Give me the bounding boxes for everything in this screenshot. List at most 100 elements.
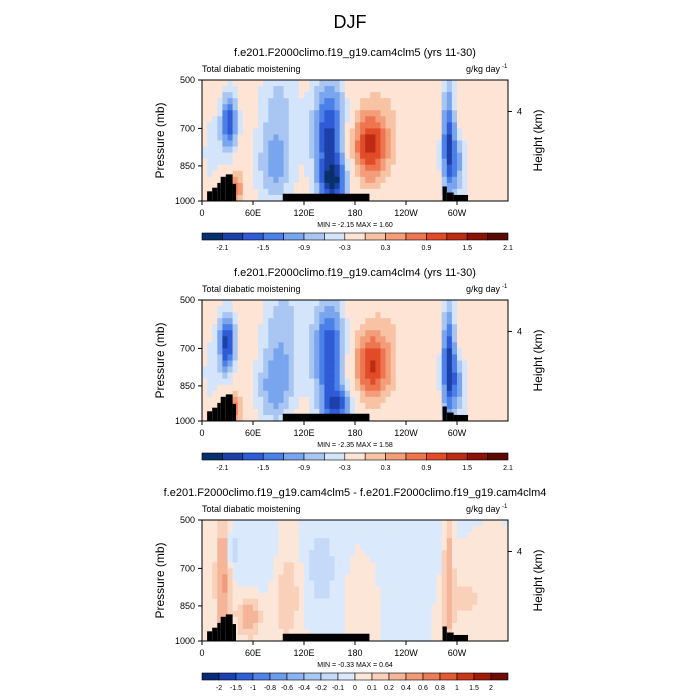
heatmap-cell: [502, 538, 509, 545]
heatmap-cell: [467, 98, 473, 105]
heatmap-cell: [278, 152, 284, 159]
heatmap-cell: [431, 134, 437, 141]
min-max-stats: MIN = -2.15 MAX = 1.60: [317, 222, 393, 229]
heatmap-cell: [441, 580, 448, 587]
heatmap-cell: [349, 152, 356, 159]
heatmap-cell: [344, 604, 351, 612]
heatmap-cell: [273, 414, 279, 422]
heatmap-cell: [293, 146, 300, 153]
heatmap-cell: [467, 336, 473, 343]
heatmap-cell: [360, 348, 366, 355]
heatmap-cell: [207, 110, 213, 117]
heatmap-cell: [472, 140, 478, 147]
heatmap-cell: [319, 128, 325, 135]
heatmap-cell: [227, 568, 233, 575]
heatmap-cell: [237, 170, 244, 178]
heatmap-cell: [217, 306, 223, 313]
heatmap-cell: [482, 188, 488, 196]
heatmap-cell: [431, 604, 437, 612]
heatmap-cell: [370, 550, 376, 557]
heatmap-cell: [263, 92, 269, 99]
heatmap-cell: [477, 378, 483, 385]
heatmap-cell: [360, 336, 366, 343]
heatmap-cell: [411, 396, 417, 404]
heatmap-cell: [385, 628, 391, 636]
heatmap-cell: [304, 408, 310, 416]
heatmap-cell: [502, 318, 509, 325]
heatmap-cell: [457, 182, 463, 190]
heatmap-cell: [380, 532, 386, 539]
heatmap-cell: [497, 568, 504, 575]
heatmap-cell: [497, 628, 504, 636]
heatmap-cell: [467, 318, 473, 325]
heatmap-cell: [360, 164, 366, 172]
heatmap-cell: [329, 628, 335, 636]
heatmap-cell: [349, 306, 356, 313]
heatmap-cell: [278, 360, 284, 367]
heatmap-cell: [385, 176, 391, 184]
heatmap-cell: [436, 140, 442, 147]
heatmap-cell: [298, 622, 305, 630]
heatmap-cell: [472, 568, 478, 575]
heatmap-cell: [232, 80, 238, 87]
heatmap-cell: [227, 158, 233, 165]
heatmap-cell: [406, 598, 412, 605]
heatmap-cell: [329, 122, 335, 129]
heatmap-cell: [339, 562, 346, 569]
heatmap-cell: [314, 544, 320, 551]
heatmap-cell: [232, 520, 238, 527]
heatmap-cell: [446, 92, 453, 99]
heatmap-cell: [385, 110, 391, 117]
heatmap-cell: [390, 568, 397, 575]
heatmap-cell: [319, 562, 325, 569]
heatmap-cell: [436, 390, 442, 398]
heatmap-cell: [375, 622, 381, 630]
heatmap-cell: [293, 384, 300, 392]
heatmap-cell: [268, 532, 274, 539]
heatmap-cell: [212, 158, 218, 165]
heatmap-cell: [487, 194, 493, 202]
heatmap-cell: [497, 182, 504, 190]
heatmap-cell: [462, 616, 468, 624]
heatmap-cell: [207, 92, 213, 99]
heatmap-cell: [304, 98, 310, 105]
heatmap-cell: [314, 366, 320, 373]
heatmap-cell: [232, 610, 238, 618]
heatmap-cell: [375, 580, 381, 587]
x-tick-label: 60E: [245, 428, 261, 438]
heatmap-cell: [309, 378, 315, 385]
heatmap-cell: [202, 324, 208, 331]
heatmap-cell: [375, 188, 381, 196]
heatmap-cell: [385, 86, 391, 93]
heatmap-cell: [288, 520, 295, 527]
heatmap-cell: [258, 122, 264, 129]
heatmap-cell: [426, 390, 432, 398]
heatmap-cell: [237, 562, 244, 569]
heatmap-cell: [222, 336, 228, 343]
heatmap-cell: [344, 526, 351, 533]
heatmap-cell: [360, 318, 366, 325]
heatmap-cell: [232, 336, 238, 343]
heatmap-cell: [390, 164, 397, 172]
heatmap-cell: [227, 134, 233, 141]
heatmap-cell: [278, 306, 284, 313]
heatmap-cell: [242, 140, 249, 147]
heatmap-cell: [385, 116, 391, 123]
heatmap-cell: [263, 122, 269, 129]
heatmap-cell: [446, 300, 453, 307]
heatmap-cell: [482, 318, 488, 325]
heatmap-cell: [319, 526, 325, 533]
heatmap-cell: [395, 408, 402, 416]
heatmap-cell: [263, 128, 269, 135]
heatmap-cell: [258, 110, 264, 117]
heatmap-cell: [278, 330, 284, 337]
heatmap-cell: [304, 610, 310, 618]
heatmap-cell: [436, 348, 442, 355]
heatmap-cell: [451, 164, 458, 172]
heatmap-cell: [324, 622, 330, 630]
heatmap-cell: [222, 140, 228, 147]
heatmap-cell: [212, 384, 218, 392]
heatmap-cell: [268, 384, 274, 392]
heatmap-cell: [242, 188, 249, 196]
topography-mask: [232, 184, 236, 201]
